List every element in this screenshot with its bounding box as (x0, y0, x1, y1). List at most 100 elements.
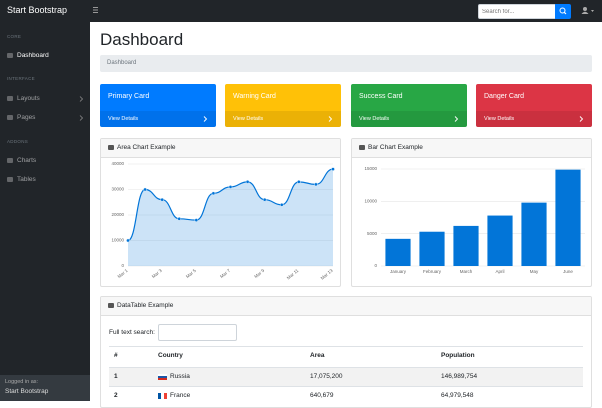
y-tick-label: 0 (121, 263, 124, 268)
card-footer: View Details (225, 111, 341, 127)
table-cell: 640,679 (310, 392, 334, 399)
row-divider (109, 386, 583, 387)
chevron (79, 115, 84, 121)
table-cell: 64,979,548 (441, 392, 474, 399)
x-tick-label: Mar 5 (185, 268, 197, 280)
data-point (245, 180, 250, 184)
column-header: Population (441, 352, 475, 359)
data-point (279, 203, 284, 207)
status-card: Danger Card View Details (476, 84, 592, 127)
user-menu[interactable] (581, 6, 595, 16)
nav-link[interactable]: Tables (17, 176, 36, 183)
card-title: Success Card (359, 93, 403, 100)
navbar: Start Bootstrap (0, 0, 602, 22)
nav-link[interactable]: Dashboard (17, 52, 49, 59)
flag-stripe (161, 393, 164, 399)
chevron-shape (579, 116, 584, 122)
flag-stripe (164, 393, 167, 399)
bar (419, 231, 445, 266)
y-tick-label: 20000 (111, 212, 124, 217)
y-tick-label: 0 (374, 263, 377, 268)
y-tick-label: 5000 (367, 231, 378, 236)
card-header: Bar Chart Example (352, 139, 591, 158)
icon (7, 177, 13, 182)
x-tick-label: May (530, 269, 539, 274)
search-input[interactable] (478, 4, 556, 19)
icon (7, 158, 13, 163)
search-button[interactable] (555, 4, 571, 19)
table-cell: 146,989,754 (441, 373, 478, 380)
nav-link[interactable]: Pages (17, 114, 36, 121)
flag-stripe (158, 393, 161, 399)
table: # Country Area Population 1 Russia 17,075,200 1… (101, 297, 591, 407)
icon (7, 96, 13, 101)
card-title: Primary Card (108, 93, 150, 100)
data-point (126, 238, 130, 243)
area-chart-card: Area Chart Example 0 10000 20000 30000 40000… (100, 138, 341, 287)
data-point (262, 197, 267, 202)
column-header: Area (310, 352, 325, 359)
flag-stripe (158, 376, 167, 378)
x-tick-label: Mar 9 (253, 268, 265, 280)
data-point (194, 218, 199, 222)
card-link[interactable]: View Details (233, 116, 264, 122)
y-tick-label: 10000 (111, 238, 124, 243)
footer-label: Logged in as: (5, 379, 39, 385)
breadcrumb-item: Dashboard (107, 60, 137, 66)
card-footer: View Details (100, 111, 216, 127)
sidebar-heading: ADDONS (7, 139, 29, 144)
chevron (79, 96, 84, 102)
card-title: Danger Card (484, 93, 525, 100)
bar (555, 169, 581, 266)
x-tick-label: April (495, 269, 504, 274)
x-tick-label: February (423, 269, 442, 274)
card-title: DataTable Example (117, 302, 174, 309)
nav-link[interactable]: Layouts (17, 95, 40, 102)
card-title: Warning Card (233, 93, 276, 100)
x-tick-label: March (460, 269, 473, 274)
table-search-input[interactable] (158, 324, 237, 341)
x-tick-label: June (563, 269, 573, 274)
nav-link[interactable]: Charts (17, 157, 37, 164)
data-point (160, 197, 164, 202)
card-link[interactable]: View Details (359, 116, 390, 122)
search-label: Full text search: (109, 329, 155, 336)
area-fill (128, 169, 333, 266)
area-chart: 0 10000 20000 30000 40000 Mar 1 Mar 3 Mar 5 Mar … (111, 161, 335, 281)
y-tick-label: 40000 (111, 161, 124, 166)
column-header: Country (158, 352, 183, 359)
datatable-card: DataTable Example Full text search: # Cou… (100, 296, 592, 408)
chevron (328, 116, 333, 122)
chevron-shape (328, 116, 333, 122)
icon (7, 115, 13, 120)
row-divider (109, 367, 583, 368)
data-point (297, 180, 301, 184)
x-tick-label: Mar 11 (286, 268, 300, 281)
card-link[interactable]: View Details (484, 116, 515, 122)
sidebar-heading: CORE (7, 34, 22, 39)
sidebar-heading: INTERFACE (7, 76, 35, 81)
chevron (203, 116, 208, 122)
card-header: DataTable Example (101, 297, 591, 316)
flag (158, 393, 167, 399)
menu-toggle[interactable] (93, 7, 99, 14)
flag (158, 374, 167, 380)
row-stripe (109, 367, 583, 386)
table-cell: 17,075,200 (310, 373, 343, 380)
brand[interactable]: Start Bootstrap (7, 5, 68, 15)
data-point (228, 185, 233, 189)
table-cell: Russia (170, 373, 190, 380)
table-cell: 2 (114, 392, 118, 399)
bar-chart: 0 5000 10000 15000 January February March April… (364, 166, 585, 274)
bar (487, 215, 513, 266)
breadcrumb: Dashboard (100, 55, 592, 72)
card-title: Area Chart Example (117, 144, 176, 151)
data-point (314, 182, 318, 187)
column-header: # (114, 352, 118, 359)
card-link[interactable]: View Details (108, 116, 139, 122)
bar-chart-card: Bar Chart Example 0 5000 10000 15000 January… (351, 138, 592, 287)
sidebar-footer: Logged in as: Start Bootstrap (0, 375, 90, 401)
data-point (331, 167, 335, 171)
bar (453, 225, 479, 266)
bar (385, 238, 411, 266)
